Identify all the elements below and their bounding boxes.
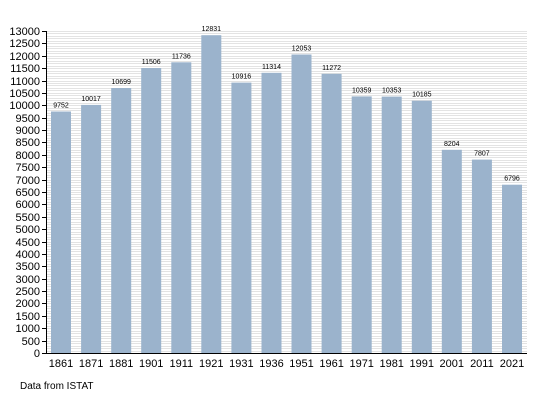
- y-tick-label: 11500: [10, 63, 40, 75]
- bar-1901: [141, 68, 162, 353]
- bar-1936: [261, 72, 282, 354]
- y-tick-label: 3500: [16, 261, 40, 273]
- y-tick-label: 12000: [9, 51, 40, 63]
- x-tick-label: 1881: [109, 358, 133, 370]
- y-tick-label: 4000: [16, 249, 40, 261]
- data-label: 11272: [322, 65, 341, 72]
- y-tick-label: 2500: [16, 286, 40, 298]
- data-label: 11736: [172, 53, 191, 60]
- y-tick-label: 3000: [16, 274, 40, 286]
- x-tick-label: 1931: [229, 358, 253, 370]
- bar-1971: [351, 96, 372, 354]
- bar-1881: [111, 88, 132, 353]
- x-tick-label: 1991: [410, 358, 434, 370]
- y-tick-label: 6000: [16, 199, 40, 211]
- y-tick-label: 7000: [16, 175, 40, 187]
- x-tick-label: 1971: [349, 358, 373, 370]
- y-tick-label: 1500: [16, 311, 40, 323]
- bar-1981: [381, 96, 402, 353]
- y-tick-label: 0: [34, 348, 40, 360]
- data-label: 10359: [352, 87, 372, 94]
- y-tick-label: 4500: [16, 237, 40, 249]
- x-tick-label: 2001: [440, 358, 464, 370]
- x-tick-label: 1981: [379, 358, 403, 370]
- x-tick-label: 1961: [319, 358, 343, 370]
- y-tick-label: 5500: [16, 212, 40, 224]
- data-label: 7807: [474, 151, 490, 158]
- y-tick-label: 9500: [16, 113, 40, 125]
- y-tick-label: 7500: [16, 162, 40, 174]
- y-tick-label: 13000: [9, 26, 40, 38]
- bar-1991: [411, 100, 432, 353]
- y-tick-label: 1000: [16, 323, 40, 335]
- x-tick-label: 1911: [169, 358, 193, 370]
- y-tick-label: 500: [22, 336, 40, 348]
- bar-1911: [171, 62, 192, 354]
- data-label: 10916: [232, 74, 252, 81]
- source-note: Data from ISTAT: [20, 381, 94, 392]
- data-label: 10185: [412, 92, 432, 99]
- bars: [51, 35, 522, 354]
- data-label: 6796: [504, 176, 520, 183]
- x-tick-label: 2011: [470, 358, 494, 370]
- y-tick-label: 8500: [16, 137, 40, 149]
- bar-2021: [502, 184, 522, 353]
- bar-1921: [201, 35, 222, 353]
- y-tick-label: 11000: [10, 76, 40, 88]
- bar-1951: [291, 54, 312, 353]
- y-tick-label: 10500: [9, 88, 40, 100]
- x-tick-label: 1901: [139, 358, 163, 370]
- x-tick-label: 2021: [500, 358, 524, 370]
- bar-1931: [231, 82, 252, 353]
- y-tick-label: 6500: [16, 187, 40, 199]
- data-label: 12053: [292, 46, 312, 53]
- bar-1871: [81, 104, 102, 354]
- data-label: 10353: [382, 88, 402, 95]
- data-label: 10699: [111, 79, 131, 86]
- population-bar-chart: 0500100015002000250030003500400045005000…: [9, 26, 527, 370]
- x-tick-label: 1871: [79, 358, 103, 370]
- bar-2001: [441, 149, 462, 353]
- y-tick-label: 5000: [16, 224, 40, 236]
- bar-1961: [321, 73, 342, 354]
- data-label: 11506: [142, 59, 161, 66]
- y-tick-label: 12500: [9, 38, 40, 50]
- y-tick-label: 2000: [16, 298, 40, 310]
- y-tick-label: 8000: [16, 150, 40, 162]
- x-tick-label: 1861: [49, 358, 73, 370]
- x-tick-label: 1921: [199, 358, 223, 370]
- axes: [42, 31, 527, 354]
- x-tick-label: 1951: [289, 358, 313, 370]
- data-label: 11314: [262, 64, 281, 71]
- data-label: 8204: [444, 141, 460, 148]
- bar-2011: [471, 159, 492, 353]
- x-tick-label: 1936: [259, 358, 283, 370]
- labels: 0500100015002000250030003500400045005000…: [9, 26, 524, 370]
- y-tick-label: 10000: [9, 100, 40, 112]
- data-label: 10017: [81, 96, 101, 103]
- data-label: 9752: [53, 103, 69, 110]
- data-label: 12831: [202, 26, 222, 33]
- y-tick-label: 9000: [16, 125, 40, 137]
- bar-1861: [51, 111, 71, 353]
